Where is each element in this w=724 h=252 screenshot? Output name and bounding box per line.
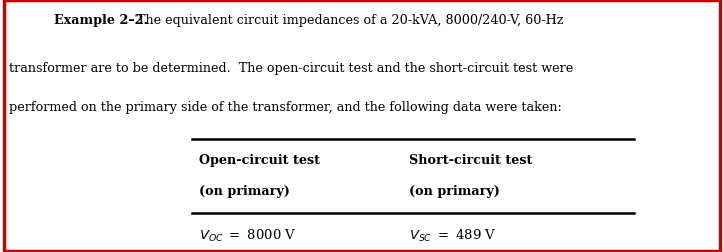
Text: $V_{SC}$ $=$ 489 V: $V_{SC}$ $=$ 489 V (409, 227, 497, 243)
Text: transformer are to be determined.  The open-circuit test and the short-circuit t: transformer are to be determined. The op… (9, 62, 573, 75)
Text: (on primary): (on primary) (199, 184, 290, 197)
Text: performed on the primary side of the transformer, and the following data were ta: performed on the primary side of the tra… (9, 101, 563, 114)
Text: Example 2–2.: Example 2–2. (54, 14, 148, 27)
Text: Short-circuit test: Short-circuit test (409, 154, 532, 167)
Text: Open-circuit test: Open-circuit test (199, 154, 320, 167)
Text: $V_{OC}$ $=$ 8000 V: $V_{OC}$ $=$ 8000 V (199, 227, 297, 243)
Text: The equivalent circuit impedances of a 20-kVA, 8000/240-V, 60-Hz: The equivalent circuit impedances of a 2… (121, 14, 563, 27)
Text: (on primary): (on primary) (409, 184, 500, 197)
